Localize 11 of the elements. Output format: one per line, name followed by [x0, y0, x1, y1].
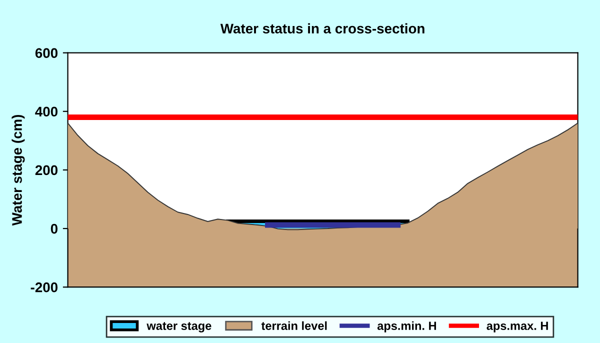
- legend-label: terrain level: [261, 321, 327, 330]
- legend-label: water stage: [146, 322, 212, 332]
- chart-title: Water status in a cross-section: [220, 23, 424, 34]
- y-tick-label: 600: [35, 48, 58, 58]
- legend-label: aps.min. H: [377, 321, 436, 332]
- y-tick-label: 0: [50, 224, 58, 234]
- y-tick-label: 200: [35, 165, 58, 176]
- y-tick-label: -200: [30, 282, 58, 292]
- y-tick-label: 400: [35, 106, 58, 117]
- legend-label: aps.max. H: [486, 322, 548, 332]
- y-axis-title: Water stage (cm): [12, 114, 25, 226]
